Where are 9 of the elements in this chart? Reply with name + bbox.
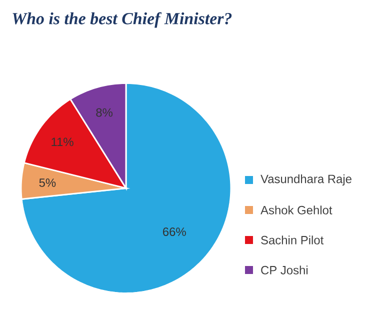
legend-label: Ashok Gehlot — [260, 206, 332, 214]
legend-label: Vasundhara Raje — [260, 174, 352, 186]
legend-label: CP Joshi — [261, 266, 308, 274]
data-label: 5% — [39, 178, 56, 187]
chart-title: Who is the best Chief Minister? — [12, 12, 232, 28]
legend-label: Sachin Pilot — [261, 236, 324, 244]
data-label: 8% — [96, 108, 113, 117]
data-label: 11% — [52, 138, 74, 146]
data-label: 66% — [163, 228, 186, 236]
